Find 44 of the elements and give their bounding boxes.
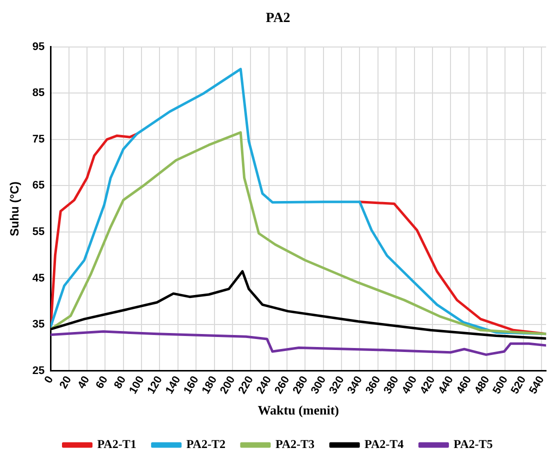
x-tick-label: 60 bbox=[94, 374, 110, 391]
x-tick-label: 100 bbox=[127, 374, 147, 396]
x-tick-label: 40 bbox=[76, 374, 92, 391]
legend-label: PA2-T3 bbox=[275, 437, 315, 452]
x-tick-label: 240 bbox=[254, 374, 274, 396]
x-tick-label: 120 bbox=[145, 374, 165, 396]
x-tick-label: 200 bbox=[218, 374, 238, 396]
y-tick-label: 65 bbox=[32, 180, 45, 192]
x-tick-label: 0 bbox=[42, 374, 56, 386]
legend-label: PA2-T1 bbox=[97, 437, 136, 452]
x-tick-label: 540 bbox=[527, 374, 547, 396]
x-tick-label: 320 bbox=[327, 374, 347, 396]
x-tick-label: 380 bbox=[382, 374, 402, 396]
y-tick-label: 35 bbox=[32, 318, 45, 331]
x-tick-label: 520 bbox=[509, 374, 529, 396]
x-tick-label: 140 bbox=[164, 374, 184, 396]
x-tick-label: 460 bbox=[454, 374, 474, 396]
x-tick-label: 20 bbox=[58, 374, 74, 391]
x-tick-label: 260 bbox=[272, 374, 292, 396]
x-tick-label: 160 bbox=[182, 374, 202, 396]
x-tick-label: 80 bbox=[112, 374, 129, 391]
legend-label: PA2-T4 bbox=[364, 437, 404, 452]
x-tick-label: 400 bbox=[400, 374, 420, 396]
x-tick-label: 500 bbox=[490, 374, 510, 396]
x-tick-label: 440 bbox=[436, 374, 456, 396]
y-tick-label: 85 bbox=[32, 87, 45, 100]
y-tick-label: 25 bbox=[32, 364, 45, 377]
y-tick-label: 95 bbox=[32, 40, 45, 53]
x-tick-label: 220 bbox=[236, 374, 256, 396]
y-tick-label: 75 bbox=[32, 133, 45, 146]
legend-label: PA2-T5 bbox=[454, 437, 493, 452]
x-tick-label: 420 bbox=[418, 374, 438, 396]
chart-title: PA2 bbox=[266, 11, 290, 26]
x-tick-label: 340 bbox=[345, 374, 365, 396]
y-tick-label: 55 bbox=[32, 226, 45, 238]
x-tick-label: 480 bbox=[472, 374, 492, 396]
x-tick-label: 360 bbox=[364, 374, 384, 396]
x-tick-label: 280 bbox=[290, 374, 310, 396]
y-axis-title: Suhu (°C) bbox=[8, 181, 22, 236]
x-tick-label: 180 bbox=[200, 374, 220, 396]
legend-label: PA2-T2 bbox=[186, 437, 226, 452]
x-axis-title: Waktu (menit) bbox=[258, 402, 339, 418]
y-tick-label: 45 bbox=[32, 272, 45, 284]
x-tick-label: 300 bbox=[309, 374, 329, 396]
